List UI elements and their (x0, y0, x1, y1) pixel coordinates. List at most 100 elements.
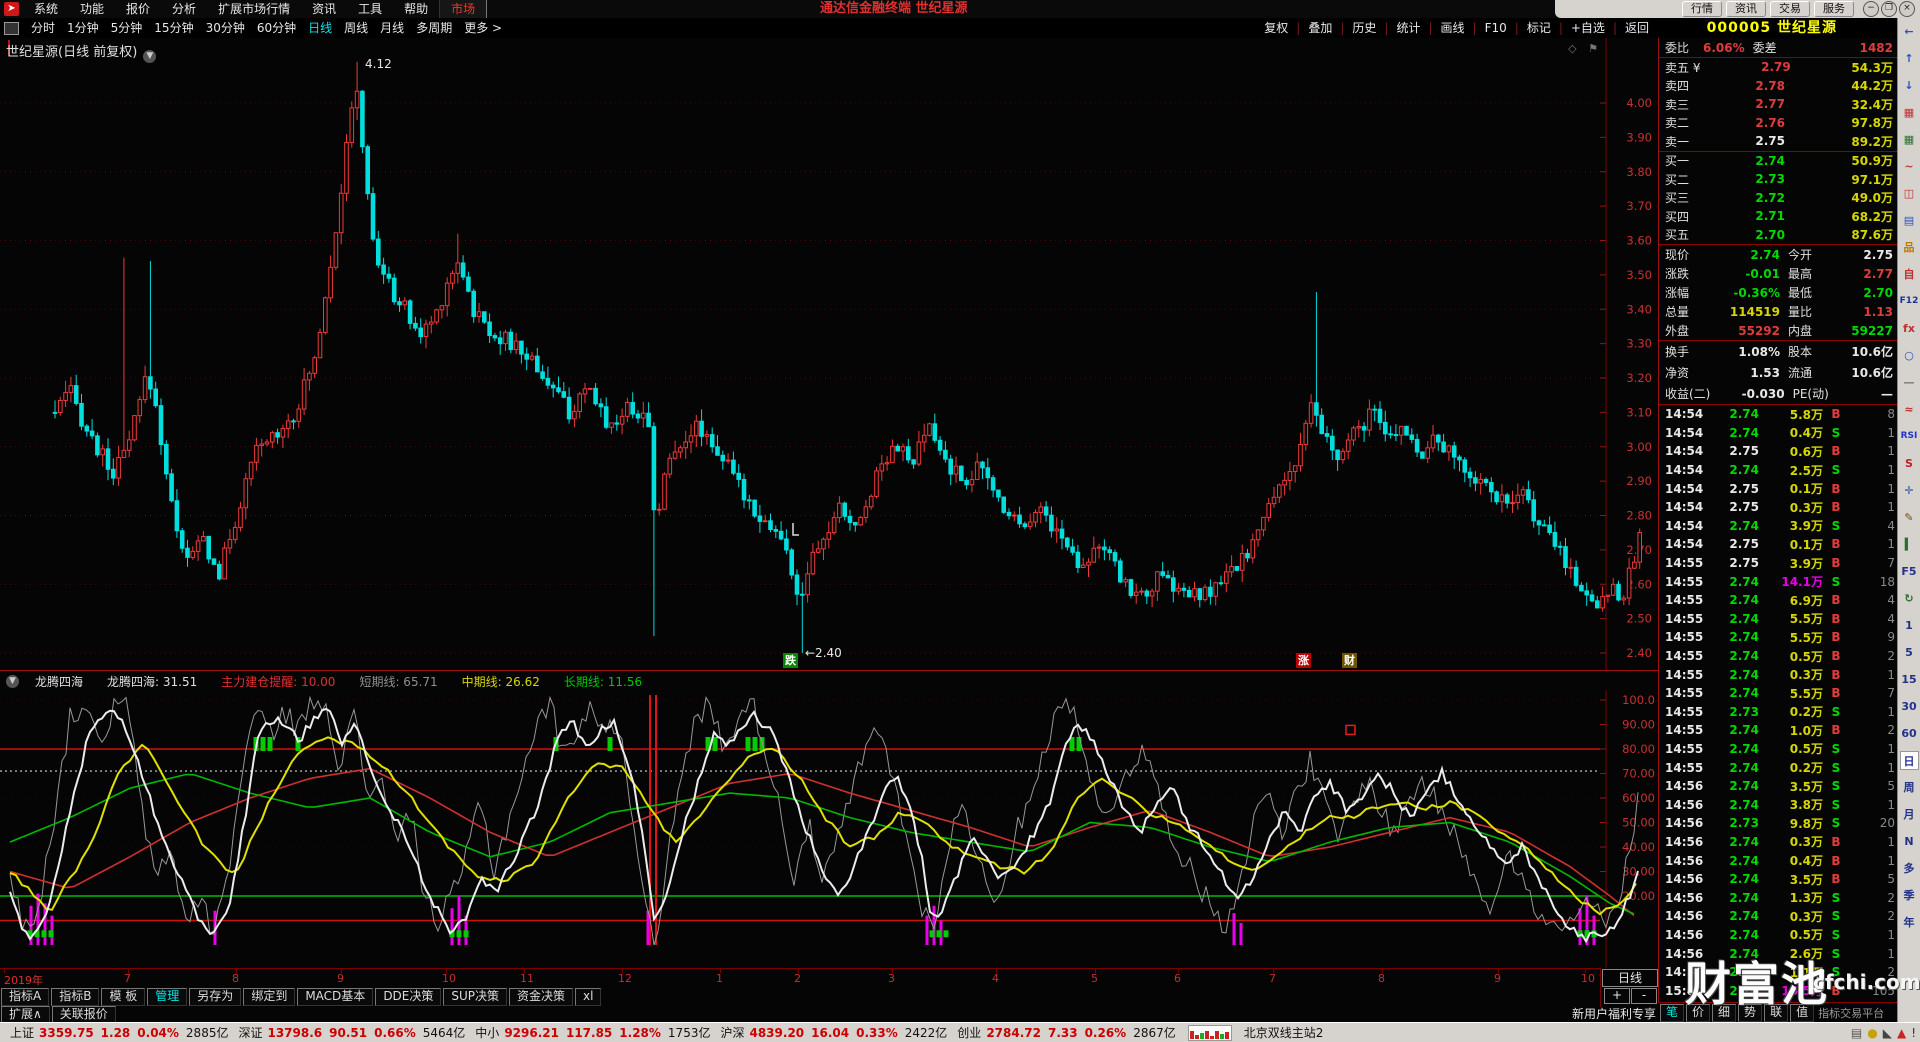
tab-指标A[interactable]: 指标A (1, 987, 50, 1006)
period-1min[interactable]: 1 (1905, 619, 1913, 632)
collapse-icon[interactable]: ▼ (6, 674, 19, 688)
period-30min[interactable]: 30 (1901, 700, 1917, 713)
period-5分钟[interactable]: 5分钟 (110, 21, 143, 35)
panel-tab-联[interactable]: 联 (1764, 1004, 1789, 1022)
horn-icon[interactable]: ◣ (1882, 1026, 1892, 1040)
zoom-out-button[interactable]: - (1631, 988, 1657, 1004)
platform-label[interactable]: 指标交易平台 (1818, 1007, 1885, 1020)
chart-corner-icons[interactable]: ◇ ⚑ (1568, 42, 1602, 55)
chevron-down-icon[interactable]: ▼ (143, 50, 157, 63)
tab-管理[interactable]: 管理 (147, 987, 188, 1006)
period-quarter[interactable]: 季 (1903, 889, 1915, 902)
period-15分钟[interactable]: 15分钟 (154, 21, 194, 35)
kline-icon[interactable]: ◫ (1903, 187, 1915, 200)
toolbar-button-+自选[interactable]: +自选 (1570, 21, 1605, 35)
panel-tab-值[interactable]: 值 (1790, 1004, 1815, 1022)
panel-tab-细[interactable]: 细 (1712, 1004, 1737, 1022)
candlestick-chart[interactable]: 4.00 3.90 3.80 3.70 3.60 3.50 3.40 3.30 3.20 3.10… (0, 38, 1658, 670)
index-沪深[interactable]: 沪深 4839.20 16.04 0.33% 2422亿 (720, 1025, 948, 1041)
custom-list-icon[interactable]: 自 (1903, 268, 1915, 281)
f10-doc-icon[interactable]: ▤ (1903, 214, 1915, 227)
period-60min[interactable]: 60 (1901, 727, 1917, 740)
period-日线[interactable]: 日线 (308, 21, 333, 35)
period-更多 >[interactable]: 更多 > (464, 21, 503, 35)
refresh-icon[interactable]: ↻ (1904, 592, 1914, 605)
super-icon[interactable]: S (1905, 457, 1913, 470)
tab-SUP决策[interactable]: SUP决策 (443, 987, 508, 1006)
slider-handle[interactable]: ▍ (1904, 538, 1914, 551)
circle-tool-icon[interactable]: ○ (1904, 349, 1914, 362)
index-创业[interactable]: 创业 2784.72 7.33 0.26% 2867亿 (957, 1025, 1176, 1041)
menu-item-分析[interactable]: 分析 (172, 2, 197, 16)
period-1分钟[interactable]: 1分钟 (67, 21, 99, 35)
toolbar-button-统计[interactable]: 统计 (1396, 21, 1421, 35)
menu-item-功能[interactable]: 功能 (80, 2, 105, 16)
menu-item-资讯[interactable]: 资讯 (312, 2, 337, 16)
report-grid-icon[interactable]: ▦ (1903, 106, 1915, 119)
period-30分钟[interactable]: 30分钟 (205, 21, 245, 35)
period-分时[interactable]: 分时 (31, 21, 56, 35)
mode-button-服务[interactable]: 服务 (1814, 1, 1854, 17)
minimize-button[interactable]: − (1863, 1, 1879, 17)
mode-button-行情[interactable]: 行情 (1682, 1, 1722, 17)
menu-item-系统[interactable]: 系统 (34, 2, 59, 16)
tab-扩展∧[interactable]: 扩展∧ (1, 1005, 50, 1024)
tab-资金决策[interactable]: 资金决策 (509, 987, 574, 1006)
period-n[interactable]: N (1904, 835, 1914, 848)
f5-button[interactable]: F5 (1901, 565, 1917, 578)
toolbar-button-画线[interactable]: 画线 (1440, 21, 1465, 35)
period-month[interactable]: 月 (1903, 808, 1915, 821)
tab-指标B[interactable]: 指标B (51, 987, 100, 1006)
index-上证[interactable]: 上证 3359.75 1.28 0.04% 2885亿 (10, 1025, 229, 1041)
period-5min[interactable]: 5 (1905, 646, 1913, 659)
menu-item-帮助[interactable]: 帮助 (404, 2, 429, 16)
warning-icon[interactable]: ! (1911, 1026, 1916, 1040)
toolbar-button-历史[interactable]: 历史 (1352, 21, 1377, 35)
quote-table-icon[interactable]: ▦ (1903, 133, 1915, 146)
period-year[interactable]: 年 (1903, 916, 1915, 929)
mode-button-资讯[interactable]: 资讯 (1726, 1, 1766, 17)
nav-back-icon[interactable]: ← (1904, 25, 1914, 38)
toolbar-button-F10[interactable]: F10 (1484, 21, 1507, 35)
mode-button-交易[interactable]: 交易 (1770, 1, 1810, 17)
toolbar-button-返回[interactable]: 返回 (1624, 21, 1649, 35)
server-name[interactable]: 北京双线主站2 (1243, 1026, 1324, 1040)
toolbar-button-复权[interactable]: 复权 (1264, 21, 1289, 35)
menu-item-报价[interactable]: 报价 (126, 2, 151, 16)
scroll-up-icon[interactable]: ↑ (1904, 52, 1914, 65)
menu-item-market[interactable]: 市场 (439, 0, 488, 18)
toolbar-button-标记[interactable]: 标记 (1526, 21, 1551, 35)
tab-DDE决策[interactable]: DDE决策 (375, 987, 442, 1006)
zoom-in-button[interactable]: + (1604, 988, 1630, 1004)
formula-icon[interactable]: fx (1903, 322, 1915, 335)
tab-绑定到[interactable]: 绑定到 (243, 987, 296, 1006)
layout-icon[interactable] (4, 21, 19, 35)
panel-tab-势[interactable]: 势 (1738, 1004, 1763, 1022)
oscillator-chart[interactable]: 100.090.0080.0070.0060.0050.0040.0030.00… (0, 690, 1658, 968)
tab-xl[interactable]: xl (575, 987, 602, 1006)
period-月线[interactable]: 月线 (380, 21, 405, 35)
toolbar-button-叠加[interactable]: 叠加 (1308, 21, 1333, 35)
panel-tab-笔[interactable]: 笔 (1660, 1004, 1685, 1022)
period-multi[interactable]: 多 (1903, 862, 1915, 875)
panel-tab-价[interactable]: 价 (1686, 1004, 1711, 1022)
scroll-down-icon[interactable]: ↓ (1904, 79, 1914, 92)
menu-item-扩展市场行情[interactable]: 扩展市场行情 (218, 2, 291, 16)
close-button[interactable]: × (1899, 1, 1915, 17)
tab-关联报价[interactable]: 关联报价 (51, 1005, 116, 1024)
period-15min[interactable]: 15 (1901, 673, 1917, 686)
menu-item-工具[interactable]: 工具 (358, 2, 383, 16)
coin-icon[interactable]: ● (1867, 1026, 1878, 1040)
rsi-button[interactable]: RSI (1900, 431, 1918, 441)
wave-icon[interactable]: ≈ (1904, 403, 1914, 416)
block-tree-icon[interactable]: 品 (1903, 241, 1915, 254)
indicator-panel[interactable]: 100.0 90.00 80.00 70.00 60.00 50.00 40.00 30.00… (0, 690, 1658, 968)
main-chart-panel[interactable]: 4.00 3.90 3.80 3.70 3.60 3.50 3.40 3.30 3.20 3.10… (0, 38, 1658, 670)
market-minibar-icon[interactable] (1187, 1024, 1232, 1041)
tab-模 板[interactable]: 模 板 (101, 987, 146, 1006)
period-周线[interactable]: 周线 (344, 21, 369, 35)
divider[interactable]: — (1903, 376, 1915, 389)
period-day[interactable]: 日 (1899, 751, 1919, 770)
move-cross-icon[interactable]: ✛ (1904, 484, 1914, 497)
promo-label[interactable]: 新用户福利专享 (1571, 1007, 1656, 1021)
